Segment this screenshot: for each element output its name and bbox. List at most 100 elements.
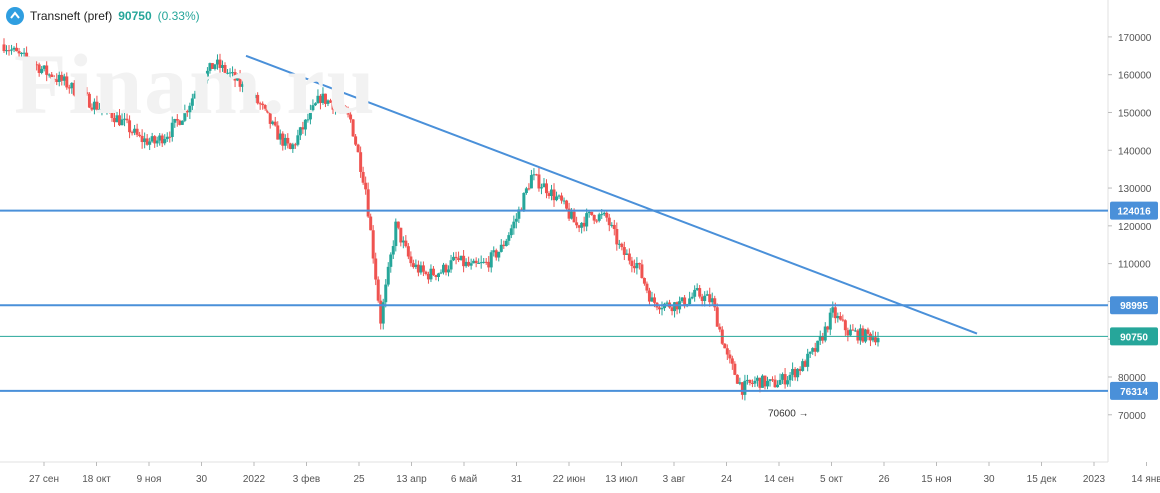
candle-body [20,52,24,54]
candle-body [233,72,237,81]
candle-body [273,121,277,126]
candle-body [82,92,86,95]
candle-body [517,209,521,219]
candle-body [831,307,835,313]
candle-body [688,298,692,305]
candle-body [620,243,624,248]
candle-body [658,307,661,310]
candle-body [406,246,410,257]
candle-body [339,107,343,109]
candle-body [253,94,257,99]
candle-body [826,326,830,330]
candle-body [527,188,531,190]
candle-body [128,120,132,133]
candle-body [281,133,285,146]
candle-body [190,98,194,106]
candle-body [760,375,764,388]
candle-body [226,72,230,74]
candle-body [401,240,405,243]
candle-body [55,79,59,82]
candle-body [472,260,476,264]
x-tick-label: 2022 [243,474,266,485]
candle-body [479,262,483,264]
candle-body [637,262,641,265]
candle-body [695,288,699,290]
candle-body [208,63,212,71]
candle-body [740,382,744,395]
candle-body [359,152,363,172]
candle-body [386,266,390,285]
x-tick-label: 13 апр [396,474,427,485]
candle-body [326,100,330,104]
candle-body [828,312,832,330]
candle-body [308,110,312,120]
candle-body [755,377,759,381]
x-tick-label: 22 июн [553,474,586,485]
level-label: 124016 [1117,207,1151,218]
candle-body [258,103,262,105]
candle-body [268,112,272,124]
candle-body [148,141,152,145]
candle-body [15,47,19,52]
candle-body [336,105,340,108]
candle-body [811,348,815,352]
y-tick-label: 70000 [1118,411,1146,422]
x-tick-label: 30 [196,474,208,485]
y-tick-label: 150000 [1118,108,1152,119]
candle-body [778,379,782,385]
candle-body [125,118,129,121]
candle-body [205,70,209,81]
candle-body [25,52,29,59]
candle-body [504,240,508,247]
candle-body [102,108,106,110]
candle-body [801,361,805,371]
candle-body [509,228,513,236]
candle-body [221,65,224,68]
candle-body [32,64,36,66]
candle-body [803,361,807,367]
candle-body [185,111,189,113]
candle-body [798,368,802,371]
ticker-logo-icon [6,7,24,25]
level-tag [1110,201,1158,220]
candle-body [133,128,137,133]
candle-body [328,100,332,103]
candle-body [494,250,498,258]
candle-body [723,343,727,349]
candle-body [768,379,772,381]
candle-body [632,266,636,269]
candle-body [311,105,315,111]
candle-body [2,44,6,52]
candle-body [841,319,845,321]
candle-body [223,65,227,73]
candle-body [376,279,380,301]
candle-body [436,273,440,278]
candle-body [522,192,526,211]
candle-body [452,256,456,261]
candle-body [866,329,870,334]
candle-body [665,302,669,304]
candle-body [120,119,124,126]
candle-body [203,80,207,85]
x-tick-label: 26 [878,474,890,485]
candle-body [366,189,370,217]
candle-body [529,175,533,189]
candle-body [846,330,850,336]
candle-body [27,58,31,63]
candle-body [690,296,694,299]
candle-body [42,65,46,69]
candle-body [597,214,601,221]
candle-body [5,50,9,52]
candle-body [371,230,375,259]
candle-body [22,52,26,54]
candle-body [381,302,385,324]
candle-body [384,284,388,303]
candle-body [278,133,282,140]
price-change: (0.33%) [157,9,200,23]
candle-body [153,136,157,144]
candle-body [374,258,378,280]
candle-body [730,358,734,364]
annotation-label: 70600 → [768,409,809,420]
candle-body [743,380,747,395]
